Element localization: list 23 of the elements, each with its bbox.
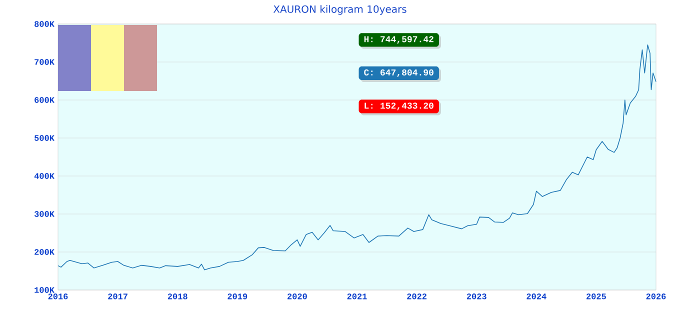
x-tick-label: 2026 — [646, 294, 666, 300]
x-tick-label: 2022 — [407, 294, 427, 300]
y-tick-label: 200K — [34, 249, 54, 255]
x-tick-label: 2023 — [466, 294, 486, 300]
x-tick-label: 2019 — [228, 294, 248, 300]
x-tick-label: 2018 — [168, 294, 188, 300]
annotation: H: 744,597.42 — [364, 36, 434, 44]
x-tick-label: 2016 — [48, 294, 68, 300]
y-tick-label: 800K — [34, 21, 54, 27]
x-tick-label: 2025 — [586, 294, 606, 300]
y-tick-label: 500K — [34, 135, 54, 141]
chart-title: XAURON kilogram 10years — [273, 5, 406, 15]
annotation: C: 647,804.90 — [364, 69, 434, 78]
y-tick-label: 600K — [34, 97, 54, 103]
x-tick-label: 2020 — [288, 294, 307, 300]
y-tick-label: 100K — [34, 287, 54, 293]
y-tick-label: 400K — [34, 173, 54, 179]
annotation: L: 152,433.20 — [364, 102, 434, 110]
x-tick-label: 2021 — [347, 294, 367, 300]
x-tick-label: 2024 — [526, 294, 546, 300]
x-tick-label: 2017 — [108, 294, 128, 300]
y-tick-label: 700K — [34, 59, 54, 65]
y-tick-label: 300K — [34, 211, 54, 217]
